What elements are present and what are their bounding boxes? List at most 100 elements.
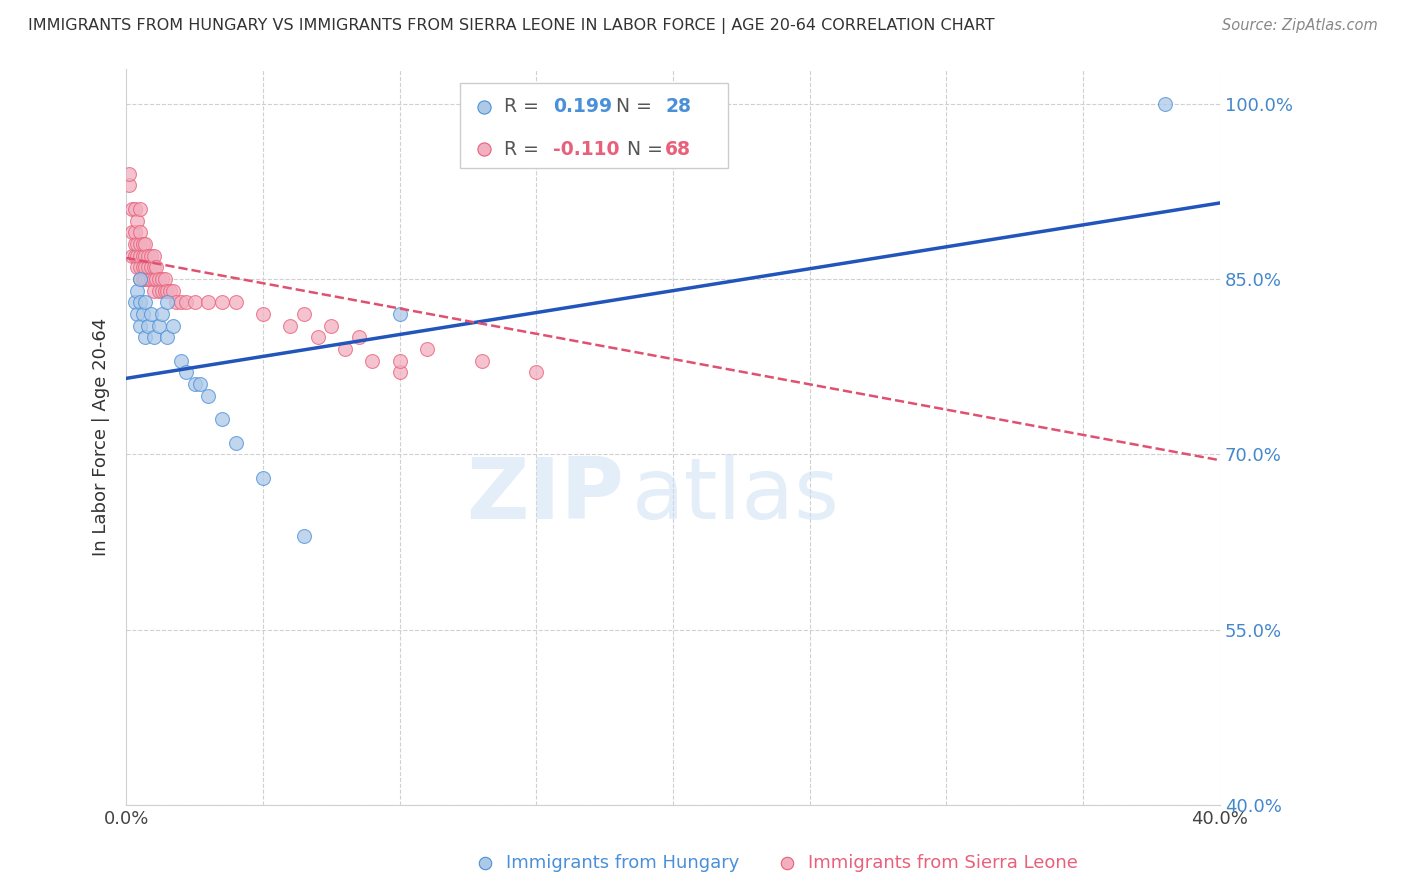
Point [142, 330, 165, 344]
Point [361, 353, 384, 368]
Text: 28: 28 [665, 97, 692, 117]
Point [776, 856, 799, 871]
Point [145, 260, 167, 275]
Point [183, 295, 205, 310]
Point [150, 272, 173, 286]
Point [142, 284, 165, 298]
Point [524, 366, 547, 380]
Point [131, 272, 153, 286]
Text: N =: N = [605, 97, 658, 117]
Point [148, 318, 170, 333]
Point [156, 284, 179, 298]
Point [188, 377, 211, 392]
Point [321, 318, 343, 333]
Point [148, 284, 170, 298]
Point [129, 202, 152, 216]
Point [388, 353, 411, 368]
Point [1010, 158, 1032, 172]
Point [129, 260, 152, 275]
Point [159, 284, 181, 298]
Point [197, 295, 219, 310]
Point [121, 202, 143, 216]
Point [118, 178, 141, 193]
Text: -0.110: -0.110 [553, 140, 619, 159]
Point [124, 225, 146, 239]
Point [145, 272, 167, 286]
Point [127, 236, 149, 251]
Point [129, 295, 152, 310]
Point [225, 295, 247, 310]
Point [136, 260, 159, 275]
Point [388, 307, 411, 321]
Text: 0.199: 0.199 [553, 97, 612, 117]
Point [127, 284, 149, 298]
Text: R =: R = [503, 97, 544, 117]
Point [252, 307, 274, 321]
Point [142, 260, 165, 275]
Point [134, 272, 156, 286]
Point [471, 353, 494, 368]
Point [142, 249, 165, 263]
Point [211, 295, 233, 310]
Point [127, 307, 149, 321]
Point [162, 318, 184, 333]
Point [292, 307, 315, 321]
Text: Source: ZipAtlas.com: Source: ZipAtlas.com [1222, 18, 1378, 33]
Point [134, 330, 156, 344]
Point [129, 236, 152, 251]
Text: Immigrants from Hungary: Immigrants from Hungary [506, 855, 740, 872]
Point [150, 284, 173, 298]
Point [124, 295, 146, 310]
Point [127, 213, 149, 227]
Point [131, 236, 153, 251]
Point [127, 260, 149, 275]
Point [124, 236, 146, 251]
Point [139, 249, 162, 263]
Point [129, 272, 152, 286]
Point [121, 225, 143, 239]
Point [129, 318, 152, 333]
Point [278, 318, 301, 333]
Point [416, 342, 439, 356]
Point [129, 225, 152, 239]
Point [129, 272, 152, 286]
Text: Immigrants from Sierra Leone: Immigrants from Sierra Leone [808, 855, 1078, 872]
Point [170, 295, 193, 310]
Point [131, 249, 153, 263]
Point [225, 435, 247, 450]
Point [252, 471, 274, 485]
Point [142, 272, 165, 286]
Point [176, 295, 198, 310]
Point [333, 342, 356, 356]
Point [129, 249, 152, 263]
Point [1010, 225, 1032, 239]
Text: R =: R = [503, 140, 544, 159]
Point [183, 377, 205, 392]
Point [134, 249, 156, 263]
Point [197, 389, 219, 403]
Point [170, 353, 193, 368]
Point [153, 272, 176, 286]
Point [474, 856, 496, 871]
FancyBboxPatch shape [460, 83, 728, 168]
Point [150, 307, 173, 321]
Point [134, 295, 156, 310]
Point [347, 330, 370, 344]
Point [292, 529, 315, 543]
Point [134, 260, 156, 275]
Point [139, 307, 162, 321]
Point [127, 249, 149, 263]
Text: N =: N = [614, 140, 669, 159]
Point [1154, 96, 1177, 111]
Point [156, 330, 179, 344]
Point [388, 366, 411, 380]
Point [136, 318, 159, 333]
Point [162, 284, 184, 298]
Point [134, 236, 156, 251]
Y-axis label: In Labor Force | Age 20-64: In Labor Force | Age 20-64 [93, 318, 110, 556]
Text: IMMIGRANTS FROM HUNGARY VS IMMIGRANTS FROM SIERRA LEONE IN LABOR FORCE | AGE 20-: IMMIGRANTS FROM HUNGARY VS IMMIGRANTS FR… [28, 18, 995, 34]
Text: atlas: atlas [631, 454, 839, 537]
Point [148, 272, 170, 286]
Point [131, 307, 153, 321]
Point [124, 202, 146, 216]
